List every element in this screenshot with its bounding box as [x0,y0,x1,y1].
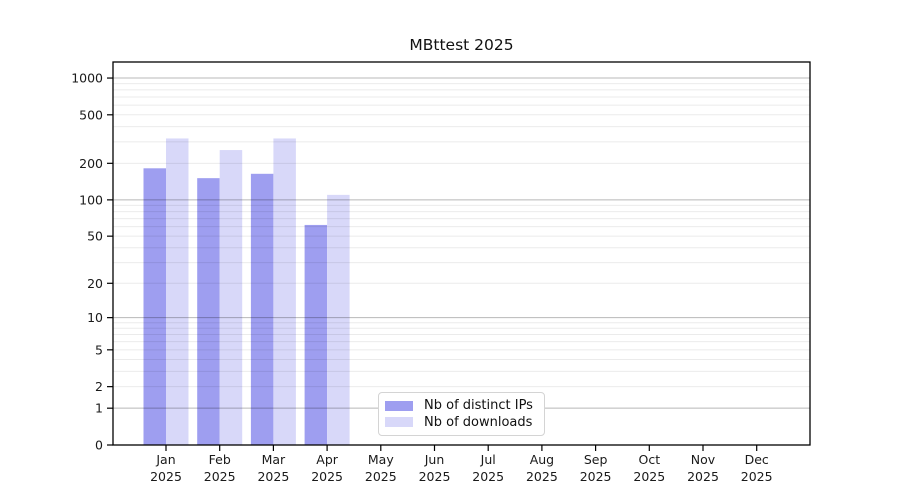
chart-title: MBttest 2025 [409,36,514,54]
x-axis-tick-label-month: Jan [155,452,175,467]
x-axis-tick-label-month: Apr [316,452,338,467]
bar-nb-of-distinct-ips-apr-2025 [304,224,328,445]
bar-nb-of-downloads-mar-2025 [273,138,296,445]
x-axis-tick-label-year: 2025 [150,469,182,484]
x-axis-tick-label-month: Sep [584,452,608,467]
y-axis-tick-label: 20 [87,276,103,291]
y-axis-tick-label: 10 [87,310,103,325]
bar-nb-of-distinct-ips-jan-2025 [143,168,166,445]
legend-entry-nb-of-downloads: Nb of downloads [385,416,538,429]
x-axis-tick-label-year: 2025 [633,469,665,484]
y-axis-tick-label: 0 [95,438,103,453]
x-axis-tick-label-year: 2025 [204,469,236,484]
y-axis-tick-label: 2 [95,379,103,394]
bar-nb-of-distinct-ips-feb-2025 [197,178,220,445]
legend-label: Nb of downloads [424,414,533,430]
legend-swatch-icon [385,417,413,428]
bar-nb-of-downloads-jan-2025 [166,138,189,445]
plot-border [112,61,811,446]
bar-nb-of-downloads-apr-2025 [327,194,350,445]
x-axis-tick-label-month: May [368,452,394,467]
x-axis-tick-label-month: Oct [638,452,660,467]
legend-swatch-icon [385,400,413,411]
legend-entry-nb-of-distinct-ips: Nb of distinct IPs [385,399,538,412]
x-axis-tick-label-month: Aug [530,452,554,467]
x-axis-tick-label-month: Jul [480,452,496,467]
x-axis-tick-label-year: 2025 [311,469,343,484]
bar-nb-of-distinct-ips-mar-2025 [250,173,274,445]
bar-nb-of-downloads-feb-2025 [219,150,243,445]
y-axis-tick-label: 50 [87,229,103,244]
x-axis-tick-label-year: 2025 [580,469,612,484]
y-axis-tick-label: 100 [79,192,103,207]
x-axis-tick-label-year: 2025 [472,469,504,484]
legend-label: Nb of distinct IPs [424,398,533,414]
x-axis-tick-label-month: Nov [691,452,716,467]
y-axis-tick-label: 200 [79,156,103,171]
x-axis-tick-label-year: 2025 [419,469,451,484]
legend: Nb of distinct IPs Nb of downloads [378,392,545,436]
y-axis-tick-label: 5 [95,342,103,357]
x-axis-tick-label-year: 2025 [526,469,558,484]
x-axis-tick-label-month: Mar [262,452,286,467]
x-axis-tick-label-month: Dec [745,452,769,467]
y-axis-tick-label: 1 [95,401,103,416]
x-axis-tick-label-year: 2025 [741,469,773,484]
x-axis-tick-label-month: Jun [424,452,445,467]
y-axis-tick-label: 500 [79,107,103,122]
x-axis-tick-label-year: 2025 [365,469,397,484]
y-axis-tick-label: 1000 [71,71,103,86]
x-axis-tick-label-year: 2025 [257,469,289,484]
x-axis-tick-label-month: Feb [209,452,231,467]
x-axis-tick-label-year: 2025 [687,469,719,484]
